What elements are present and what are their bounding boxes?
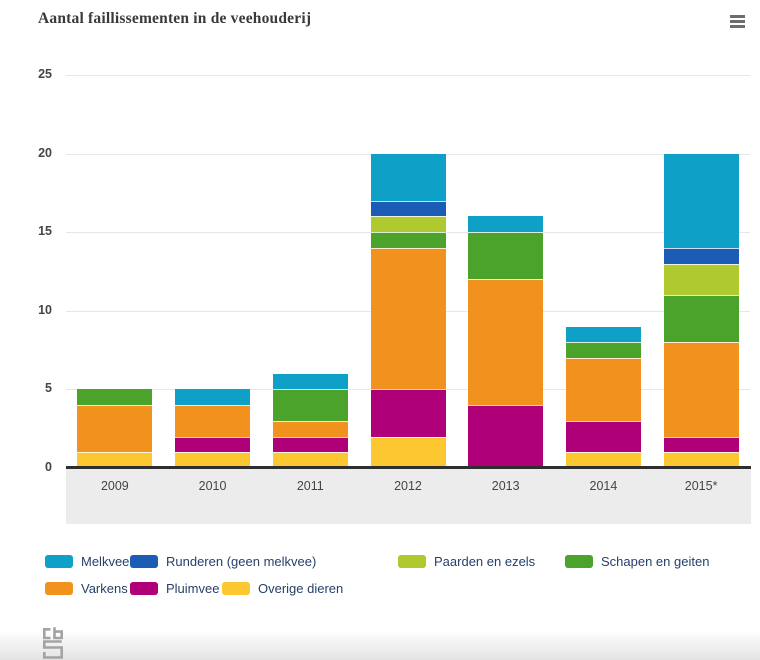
bar-2011[interactable]	[272, 373, 348, 468]
bar-segment-varkens[interactable]	[77, 405, 153, 453]
legend-swatch-icon	[130, 581, 158, 595]
bar-segment-overige-dieren[interactable]	[77, 452, 153, 468]
bar-2013[interactable]	[468, 216, 544, 468]
bar-segment-schapen-en-geiten[interactable]	[565, 342, 641, 358]
x-axis-band: 2009 2010 2011 2012 2013 2014 2015*	[66, 469, 751, 524]
bar-2012[interactable]	[370, 153, 446, 468]
legend-item-schapen-en-geiten[interactable]: Schapen en geiten	[565, 553, 709, 569]
legend-label: Runderen (geen melkvee)	[166, 553, 317, 569]
bar-segment-paarden-en-ezels[interactable]	[663, 263, 739, 296]
bar-segment-schapen-en-geiten[interactable]	[663, 295, 739, 343]
legend-swatch-icon	[398, 554, 426, 568]
gridline-25	[66, 75, 750, 76]
legend-swatch-icon	[565, 554, 593, 568]
bar-segment-pluimvee[interactable]	[565, 420, 641, 453]
hamburger-menu-icon	[730, 24, 745, 28]
bar-segment-melkvee[interactable]	[175, 389, 251, 406]
bar-segment-overige-dieren[interactable]	[565, 452, 641, 468]
bar-segment-overige-dieren[interactable]	[272, 452, 348, 468]
x-axis-label-2013: 2013	[491, 479, 520, 493]
bar-2014[interactable]	[565, 326, 641, 468]
y-axis-label-20: 20	[38, 145, 52, 160]
bar-segment-schapen-en-geiten[interactable]	[77, 389, 153, 406]
legend-swatch-icon	[222, 581, 250, 595]
bar-segment-pluimvee[interactable]	[468, 405, 544, 468]
bar-segment-pluimvee[interactable]	[663, 436, 739, 453]
bar-segment-pluimvee[interactable]	[370, 389, 446, 437]
cbs-logo	[43, 627, 63, 659]
chart-title: Aantal faillissementen in de veehouderij	[38, 10, 312, 27]
legend-item-overige-dieren[interactable]: Overige dieren	[222, 580, 343, 596]
bottom-fade	[0, 630, 760, 660]
x-axis-label-2012: 2012	[394, 479, 422, 493]
hamburger-menu-icon	[730, 14, 745, 18]
bar-segment-varkens[interactable]	[663, 342, 739, 437]
x-axis-label-2015*: 2015*	[684, 479, 718, 493]
bar-segment-schapen-en-geiten[interactable]	[370, 232, 446, 248]
plot-area	[66, 75, 750, 468]
x-axis-line	[66, 466, 751, 469]
legend-swatch-icon	[45, 581, 73, 595]
bar-2015*[interactable]	[663, 153, 739, 468]
legend-swatch-icon	[130, 554, 158, 568]
y-axis-label-5: 5	[45, 381, 52, 396]
bar-segment-runderen-geen-melkvee-[interactable]	[663, 247, 739, 264]
bar-segment-varkens[interactable]	[272, 420, 348, 437]
bar-2009[interactable]	[77, 389, 153, 468]
legend-swatch-icon	[45, 554, 73, 568]
legend-label: Schapen en geiten	[601, 553, 710, 569]
legend-item-varkens[interactable]: Varkens	[45, 580, 128, 596]
y-axis-label-10: 10	[38, 302, 52, 317]
bar-segment-melkvee[interactable]	[272, 373, 348, 390]
bar-segment-varkens[interactable]	[175, 405, 251, 437]
legend-item-runderen-geen-melkvee-[interactable]: Runderen (geen melkvee)	[130, 553, 316, 569]
bar-2010[interactable]	[175, 389, 251, 468]
bar-segment-overige-dieren[interactable]	[370, 436, 446, 468]
chart-menu-button[interactable]	[730, 12, 750, 30]
legend-label: Varkens	[81, 580, 128, 596]
bar-segment-pluimvee[interactable]	[272, 436, 348, 453]
x-axis-label-2014: 2014	[589, 479, 618, 493]
bar-segment-schapen-en-geiten[interactable]	[272, 389, 348, 421]
legend-label: Overige dieren	[258, 580, 344, 596]
legend-item-paarden-en-ezels[interactable]: Paarden en ezels	[398, 553, 535, 569]
bar-segment-melkvee[interactable]	[565, 326, 641, 343]
bar-segment-melkvee[interactable]	[468, 216, 544, 233]
x-axis-label-2009: 2009	[100, 479, 129, 493]
bar-segment-varkens[interactable]	[468, 279, 544, 406]
bar-segment-overige-dieren[interactable]	[663, 452, 739, 468]
bar-segment-melkvee[interactable]	[663, 153, 739, 248]
x-axis-label-2011: 2011	[296, 479, 324, 493]
legend-item-pluimvee[interactable]: Pluimvee	[130, 580, 219, 596]
y-axis-label-0: 0	[45, 460, 52, 474]
y-axis-label-15: 15	[38, 224, 52, 239]
legend-label: Paarden en ezels	[434, 553, 536, 569]
legend-label: Melkvee	[81, 553, 130, 569]
bar-segment-pluimvee[interactable]	[175, 436, 251, 453]
hamburger-menu-icon	[730, 19, 745, 23]
y-axis-label-25: 25	[38, 67, 52, 81]
y-axis: 0 5 10 15 20 25	[18, 67, 52, 475]
bar-segment-varkens[interactable]	[370, 247, 446, 390]
legend-item-melkvee[interactable]: Melkvee	[45, 553, 129, 569]
x-axis-label-2010: 2010	[198, 479, 227, 493]
bar-segment-runderen-geen-melkvee-[interactable]	[370, 200, 446, 217]
bar-segment-varkens[interactable]	[565, 357, 641, 421]
bar-segment-melkvee[interactable]	[370, 153, 446, 201]
bar-segment-overige-dieren[interactable]	[175, 452, 251, 468]
bar-segment-schapen-en-geiten[interactable]	[468, 232, 544, 280]
bar-segment-paarden-en-ezels[interactable]	[370, 216, 446, 233]
legend-label: Pluimvee	[166, 580, 220, 596]
legend: Melkvee Runderen (geen melkvee) Paarden en…	[0, 549, 760, 605]
